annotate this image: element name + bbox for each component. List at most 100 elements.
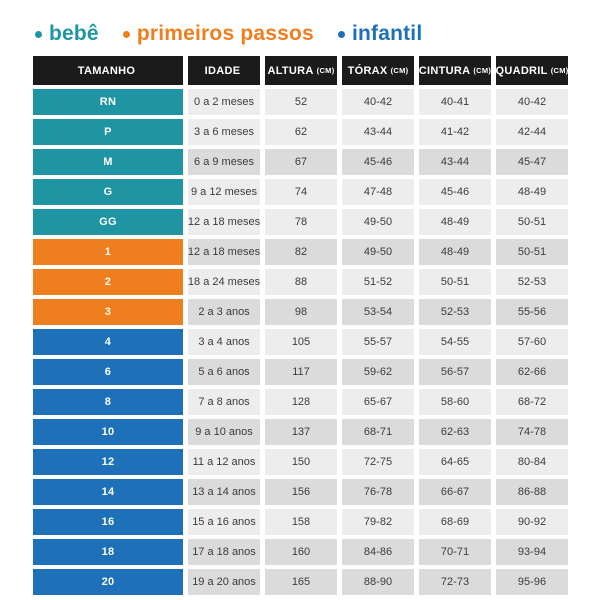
quadril-cell: 95-96: [496, 569, 568, 595]
size-cell: 18: [33, 539, 183, 565]
age-cell: 3 a 4 anos: [188, 329, 260, 355]
legend-label: bebê: [49, 21, 99, 45]
cintura-cell: 58-60: [419, 389, 491, 415]
altura-cell: 156: [265, 479, 337, 505]
torax-cell: 55-57: [342, 329, 414, 355]
column-header-unit: (CM): [550, 66, 569, 75]
altura-cell: 74: [265, 179, 337, 205]
column-header-label: IDADE: [204, 64, 241, 77]
age-cell: 0 a 2 meses: [188, 89, 260, 115]
size-cell: 6: [33, 359, 183, 385]
torax-cell: 59-62: [342, 359, 414, 385]
size-cell: RN: [33, 89, 183, 115]
column-header-unit: (CM): [316, 66, 335, 75]
legend: bebê primeiros passos infantil: [35, 20, 600, 47]
altura-cell: 128: [265, 389, 337, 415]
size-table: TAMANHO IDADE ALTURA (CM) TÓRAX (CM) CIN…: [33, 56, 568, 595]
cintura-cell: 43-44: [419, 149, 491, 175]
column-header-label: TAMANHO: [77, 64, 136, 77]
torax-cell: 51-52: [342, 269, 414, 295]
altura-cell: 67: [265, 149, 337, 175]
column-header-label: ALTURA: [267, 64, 314, 77]
age-cell: 11 a 12 anos: [188, 449, 260, 475]
bullet-icon: [35, 31, 42, 38]
legend-item-primeiros-passos: primeiros passos: [122, 21, 314, 46]
quadril-cell: 86-88: [496, 479, 568, 505]
age-cell: 6 a 9 meses: [188, 149, 260, 175]
torax-cell: 40-42: [342, 89, 414, 115]
age-cell: 15 a 16 anos: [188, 509, 260, 535]
torax-cell: 79-82: [342, 509, 414, 535]
cintura-cell: 70-71: [419, 539, 491, 565]
quadril-cell: 55-56: [496, 299, 568, 325]
torax-cell: 88-90: [342, 569, 414, 595]
cintura-cell: 56-57: [419, 359, 491, 385]
column-header-unit: (CM): [390, 66, 409, 75]
quadril-cell: 57-60: [496, 329, 568, 355]
quadril-cell: 48-49: [496, 179, 568, 205]
column-header-torax: TÓRAX (CM): [342, 56, 414, 85]
bullet-icon: [122, 31, 130, 38]
size-cell: GG: [33, 209, 183, 235]
quadril-cell: 45-47: [496, 149, 568, 175]
column-header-label: CINTURA: [418, 64, 471, 77]
torax-cell: 49-50: [342, 209, 414, 235]
torax-cell: 49-50: [342, 239, 414, 265]
cintura-cell: 62-63: [419, 419, 491, 445]
torax-cell: 53-54: [342, 299, 414, 325]
cintura-cell: 50-51: [419, 269, 491, 295]
column-header-quadril: QUADRIL (CM): [495, 56, 569, 85]
size-cell: 14: [33, 479, 183, 505]
size-cell: M: [33, 149, 183, 175]
torax-cell: 76-78: [342, 479, 414, 505]
altura-cell: 88: [265, 269, 337, 295]
age-cell: 3 a 6 meses: [188, 119, 260, 145]
column-header-cintura: CINTURA (CM): [419, 56, 491, 85]
size-cell: 8: [33, 389, 183, 415]
altura-cell: 78: [265, 209, 337, 235]
torax-cell: 84-86: [342, 539, 414, 565]
quadril-cell: 62-66: [496, 359, 568, 385]
legend-label: infantil: [351, 21, 423, 45]
quadril-cell: 52-53: [496, 269, 568, 295]
altura-cell: 117: [265, 359, 337, 385]
age-cell: 17 a 18 anos: [188, 539, 260, 565]
age-cell: 18 a 24 meses: [188, 269, 260, 295]
altura-cell: 158: [265, 509, 337, 535]
torax-cell: 43-44: [342, 119, 414, 145]
altura-cell: 137: [265, 419, 337, 445]
legend-label: primeiros passos: [136, 21, 314, 45]
age-cell: 5 a 6 anos: [188, 359, 260, 385]
cintura-cell: 52-53: [419, 299, 491, 325]
column-header-label: QUADRIL: [495, 64, 548, 77]
quadril-cell: 42-44: [496, 119, 568, 145]
torax-cell: 72-75: [342, 449, 414, 475]
size-cell: 4: [33, 329, 183, 355]
legend-item-infantil: infantil: [337, 21, 423, 46]
size-cell: P: [33, 119, 183, 145]
age-cell: 7 a 8 anos: [188, 389, 260, 415]
size-cell: 2: [33, 269, 183, 295]
age-cell: 19 a 20 anos: [188, 569, 260, 595]
age-cell: 2 a 3 anos: [188, 299, 260, 325]
altura-cell: 160: [265, 539, 337, 565]
altura-cell: 52: [265, 89, 337, 115]
column-header-altura: ALTURA (CM): [265, 56, 337, 85]
size-cell: G: [33, 179, 183, 205]
altura-cell: 165: [265, 569, 337, 595]
cintura-cell: 48-49: [419, 239, 491, 265]
cintura-cell: 45-46: [419, 179, 491, 205]
torax-cell: 45-46: [342, 149, 414, 175]
quadril-cell: 50-51: [496, 209, 568, 235]
altura-cell: 150: [265, 449, 337, 475]
torax-cell: 65-67: [342, 389, 414, 415]
quadril-cell: 40-42: [496, 89, 568, 115]
quadril-cell: 68-72: [496, 389, 568, 415]
age-cell: 9 a 12 meses: [188, 179, 260, 205]
legend-item-bebe: bebê: [35, 22, 99, 46]
column-header-idade: IDADE: [188, 56, 260, 85]
quadril-cell: 93-94: [496, 539, 568, 565]
column-header-label: TÓRAX: [347, 64, 388, 77]
cintura-cell: 66-67: [419, 479, 491, 505]
